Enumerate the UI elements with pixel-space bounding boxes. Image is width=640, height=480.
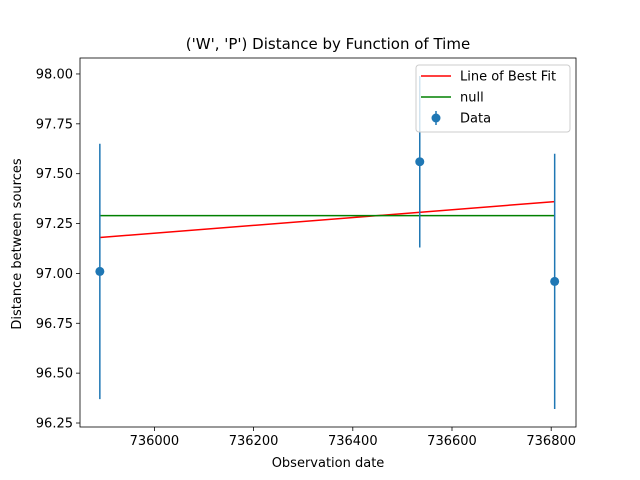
y-tick-label: 96.50 <box>36 367 73 382</box>
legend: Line of Best Fit null Data <box>415 64 571 133</box>
x-tick-label: 736200 <box>229 434 279 449</box>
x-tick-label: 736800 <box>526 434 576 449</box>
legend-entry: null <box>460 91 484 106</box>
series-line-0 <box>99 200 555 239</box>
y-tick-label: 97.00 <box>36 267 73 282</box>
legend-box <box>415 64 571 133</box>
plot-frame <box>79 57 577 428</box>
legend-entry: Line of Best Fit <box>460 70 556 85</box>
x-tick-label: 736400 <box>328 434 378 449</box>
data-point <box>550 276 560 286</box>
y-axis-label: Distance between sources <box>10 158 25 329</box>
data-point <box>95 266 105 276</box>
x-axis-label: Observation date <box>272 456 385 471</box>
x-tick-label: 736600 <box>427 434 477 449</box>
chart-title: ('W', 'P') Distance by Function of Time <box>186 35 470 53</box>
legend-entry: Data <box>460 112 491 127</box>
y-tick-label: 98.00 <box>36 67 73 82</box>
y-tick-label: 96.75 <box>36 317 73 332</box>
y-axis: 96.25 96.50 96.75 97.00 97.25 97.50 97.75 98.00 <box>36 67 80 432</box>
x-axis: 736000 736200 736400 736600 736800 <box>130 427 576 449</box>
y-tick-label: 96.25 <box>36 417 73 432</box>
y-tick-label: 97.50 <box>36 167 73 182</box>
y-tick-label: 97.75 <box>36 117 73 132</box>
y-tick-label: 97.25 <box>36 217 73 232</box>
legend-swatch-marker <box>431 113 441 123</box>
data-point <box>415 157 425 167</box>
x-tick-label: 736000 <box>130 434 180 449</box>
